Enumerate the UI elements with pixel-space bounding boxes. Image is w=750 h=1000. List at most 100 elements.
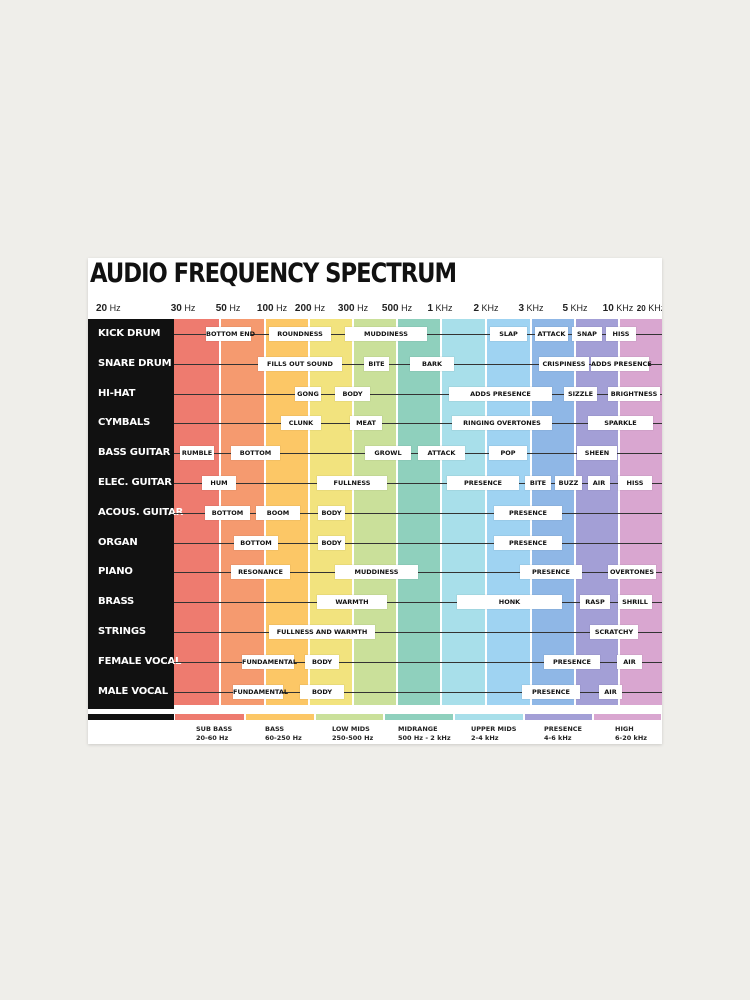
characteristic-label: BODY (318, 536, 345, 550)
frequency-value: 20 (636, 304, 646, 313)
frequency-unit: KHz (433, 303, 453, 313)
instrument-name: FEMALE VOCAL (98, 655, 182, 667)
characteristic-label: SLAP (490, 327, 527, 341)
frequency-value: 5 (562, 303, 569, 314)
characteristic-label: CRISPINESS (539, 357, 589, 371)
characteristic-label: OVERTONES (608, 565, 656, 579)
instrument-name: BRASS (98, 596, 135, 608)
row-line (174, 692, 662, 693)
characteristic-label: WARMTH (317, 595, 387, 609)
frequency-unit: Hz (226, 303, 241, 313)
range-strip (385, 714, 453, 720)
frequency-unit: KHz (568, 303, 588, 313)
range-strip (316, 714, 383, 720)
row-line (174, 632, 662, 633)
characteristic-label: FUNDAMENTAL (242, 655, 297, 669)
instrument-name: ELEC. GUITAR (98, 477, 172, 488)
characteristic-label: BOTTOM (231, 446, 280, 460)
frequency-tick-label: 100 Hz (257, 303, 287, 314)
characteristic-label: PRESENCE (447, 476, 519, 490)
row-line (174, 483, 662, 484)
frequency-value: 30 (170, 303, 182, 314)
range-strip-left (88, 714, 174, 720)
characteristic-label: BODY (318, 506, 345, 520)
characteristic-label: FULLNESS (317, 476, 387, 490)
band-divider (485, 319, 487, 705)
frequency-tick-label: 200 Hz (295, 303, 325, 314)
range-label: SUB BASS 20-60 Hz (196, 725, 232, 743)
characteristic-label: SHEEN (577, 446, 617, 460)
frequency-band (353, 319, 397, 705)
characteristic-label: RINGING OVERTONES (452, 416, 552, 430)
instrument-column: KICK DRUM SNARE DRUM HI-HAT CYMBALS BASS GUI… (88, 319, 184, 709)
frequency-tick-label: 1 KHz (427, 303, 452, 314)
characteristic-label: BARK (410, 357, 454, 371)
row-line (174, 572, 662, 573)
characteristic-label: PRESENCE (520, 565, 582, 579)
range-name: HIGH (615, 725, 634, 733)
row-line (174, 662, 662, 663)
frequency-unit: KHz (479, 303, 499, 313)
instrument-name: CYMBALS (98, 417, 151, 429)
frequency-band (619, 319, 662, 705)
frequency-value: 200 (294, 303, 312, 314)
frequency-unit: Hz (107, 303, 121, 313)
characteristic-label: BITE (525, 476, 551, 490)
characteristic-label: BOOM (256, 506, 300, 520)
characteristic-label: HONK (457, 595, 562, 609)
frequency-tick-label: 300 Hz (338, 303, 368, 314)
range-value: 20-60 Hz (196, 734, 229, 742)
row-line (174, 513, 662, 514)
poster-title: AUDIO FREQUENCY SPECTRUM (90, 258, 457, 289)
frequency-tick-label: 10 KHz (603, 303, 634, 314)
characteristic-label: BUZZ (555, 476, 582, 490)
range-value: 500 Hz - 2 kHz (398, 734, 451, 742)
characteristic-label: ADDS PRESENCE (591, 357, 652, 371)
characteristic-label: ROUNDNESS (269, 327, 331, 341)
frequency-tick-label: 2 KHz (473, 303, 498, 314)
band-divider (308, 319, 310, 705)
range-value: 6-20 kHz (615, 734, 648, 742)
frequency-unit: Hz (354, 303, 369, 313)
range-label: HIGH 6-20 kHz (615, 725, 647, 743)
frequency-band (397, 319, 441, 705)
characteristic-label: ATTACK (535, 327, 568, 341)
instrument-name: PIANO (98, 566, 133, 578)
characteristic-label: RASP (580, 595, 610, 609)
row-line (174, 602, 662, 603)
row-line (174, 394, 662, 395)
instrument-name: HI-HAT (98, 387, 136, 399)
characteristic-label: SCRATCHY (590, 625, 638, 639)
instrument-name: ACOUS. GUITAR (98, 506, 184, 518)
frequency-value: 1 (427, 303, 434, 314)
range-label: UPPER MIDS 2-4 kHz (471, 725, 516, 743)
instrument-name: SNARE DRUM (98, 357, 172, 369)
spectrum-poster: AUDIO FREQUENCY SPECTRUM 20 Hz 30 Hz 50 Hz… (88, 258, 662, 744)
range-name: UPPER MIDS (471, 725, 517, 733)
frequency-unit: Hz (398, 303, 413, 313)
frequency-value: 50 (215, 303, 227, 314)
range-value: 250-500 Hz (332, 734, 374, 742)
band-divider (618, 319, 620, 705)
frequency-value: 3 (518, 303, 525, 314)
characteristic-label: BITE (364, 357, 389, 371)
characteristic-label: MUDDINESS (345, 327, 427, 341)
characteristic-label: BODY (305, 655, 339, 669)
frequency-tick-label: 500 Hz (382, 303, 412, 314)
range-strip (594, 714, 661, 720)
frequency-tick-label: 5 KHz (562, 303, 587, 314)
characteristic-label: FILLS OUT SOUND (258, 357, 342, 371)
instrument-name: BASS GUITAR (98, 447, 171, 459)
characteristic-label: RESONANCE (231, 565, 290, 579)
range-strip (455, 714, 523, 720)
band-divider (396, 319, 398, 705)
characteristic-label: AIR (588, 476, 610, 490)
band-divider (440, 319, 442, 705)
frequency-tick-label: 50 Hz (216, 303, 241, 314)
characteristic-label: RUMBLE (180, 446, 214, 460)
characteristic-label: SNAP (572, 327, 602, 341)
range-value: 4-6 kHz (544, 734, 572, 742)
characteristic-label: SIZZLE (564, 387, 597, 401)
characteristic-label: SHRILL (618, 595, 652, 609)
range-label: MIDRANGE 500 Hz - 2 kHz (398, 725, 451, 743)
